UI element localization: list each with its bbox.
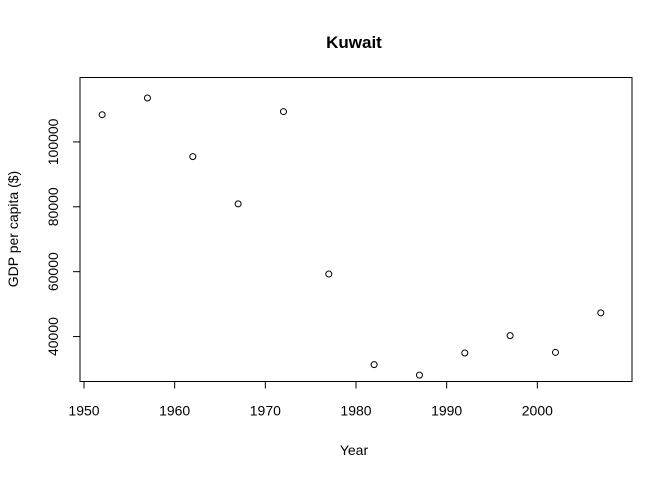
data-point [506,332,514,340]
data-point [461,349,469,357]
data-point [189,153,197,161]
y-tick-label: 60000 [45,252,61,291]
data-points [98,94,605,379]
data-point [234,200,242,208]
y-axis: 40000 60000 80000 100000 [45,118,81,356]
y-axis-label: GDP per capita ($) [5,171,21,287]
y-tick-label: 100000 [45,118,61,165]
data-point [279,108,287,116]
data-point [597,309,605,317]
data-point [143,94,151,102]
x-tick-label: 1990 [431,403,462,419]
x-axis-label: Year [340,442,369,458]
x-tick-label: 1970 [250,403,281,419]
x-tick-label: 2000 [522,403,553,419]
x-tick-label: 1980 [340,403,371,419]
data-point [551,348,559,356]
y-tick-label: 40000 [45,317,61,356]
x-tick-label: 1950 [68,403,99,419]
y-tick-label: 80000 [45,187,61,226]
x-tick-label: 1960 [159,403,190,419]
data-point [415,371,423,379]
data-point [98,111,106,119]
plot-frame [79,77,633,382]
data-point [325,270,333,278]
chart-title: Kuwait [326,33,382,52]
data-point [370,361,378,369]
x-axis: 1950 1960 1970 1980 1990 2000 [68,381,553,419]
